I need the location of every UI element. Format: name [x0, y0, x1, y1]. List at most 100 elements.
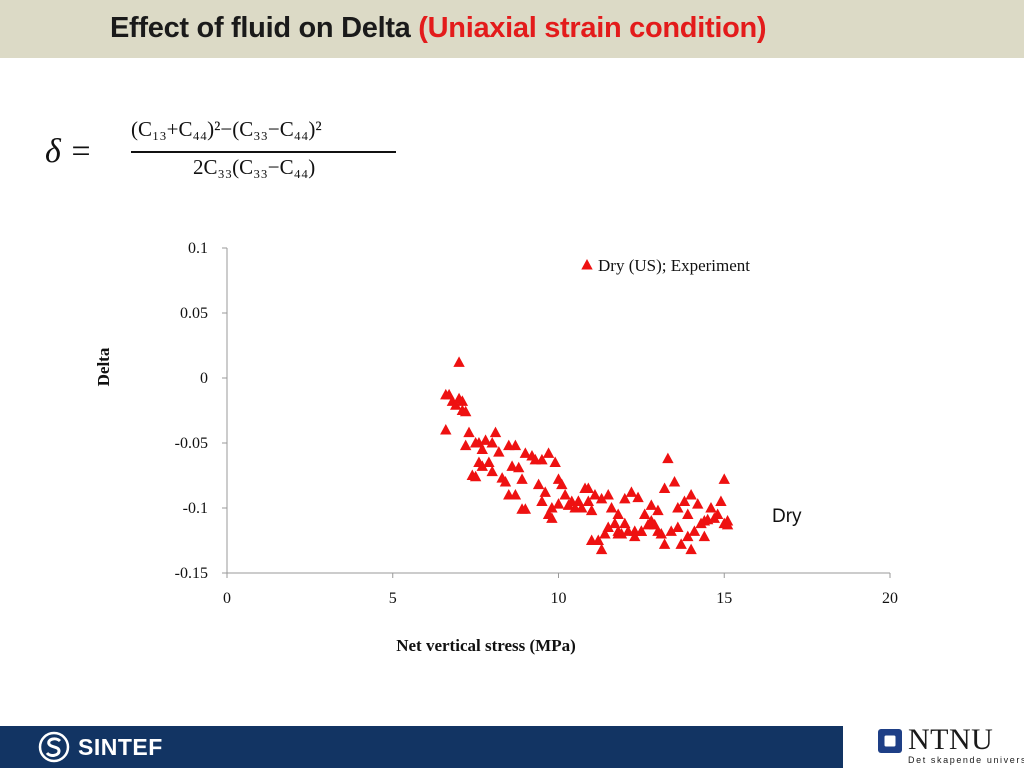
data-point — [668, 476, 681, 487]
y-tick-label: 0 — [200, 370, 208, 387]
data-point — [536, 453, 548, 465]
data-point — [559, 489, 571, 500]
chart-marks — [440, 356, 734, 555]
chart-axes: 0.1 0.05 0 -0.05 -0.1 -0.15 0 5 10 15 20 — [175, 240, 898, 607]
data-point — [476, 443, 488, 454]
data-point — [516, 473, 528, 484]
x-axis-title: Net vertical stress (MPa) — [396, 636, 576, 655]
data-point — [612, 508, 624, 519]
data-point — [549, 456, 561, 467]
data-point — [539, 486, 551, 497]
sintef-logo: SINTEF — [38, 731, 163, 763]
data-point — [662, 452, 674, 464]
data-point — [705, 502, 717, 513]
y-tick-label: 0.05 — [180, 305, 208, 322]
x-tick-label: 20 — [882, 590, 898, 607]
data-point — [602, 521, 614, 532]
data-point — [625, 486, 638, 497]
data-point — [645, 499, 658, 510]
y-tick-label: 0.1 — [188, 240, 208, 257]
data-point — [638, 508, 651, 519]
footer-bar — [0, 726, 843, 768]
data-point — [658, 538, 671, 549]
data-point — [665, 525, 677, 536]
data-point — [672, 502, 684, 513]
data-point — [459, 439, 472, 451]
x-tick-label: 10 — [551, 590, 567, 607]
data-point — [562, 499, 575, 510]
data-point — [609, 517, 621, 529]
data-point — [685, 489, 697, 500]
data-point — [456, 395, 469, 406]
y-tick-label: -0.15 — [175, 565, 208, 582]
formula-numerator: (C₁₃+C₄₄)²−(C₃₃−C₄₄)² — [131, 117, 322, 141]
sintef-logo-text: SINTEF — [78, 733, 163, 760]
data-point — [595, 492, 608, 504]
data-point — [721, 518, 734, 530]
data-point — [612, 525, 624, 536]
formula-fraction-bar — [131, 151, 396, 153]
data-point — [629, 530, 641, 542]
data-point — [698, 530, 711, 542]
formula-denominator: 2C₃₃(C₃₃−C₄₄) — [193, 155, 316, 179]
data-point — [469, 437, 482, 448]
chart-legend: Dry (US); Experiment — [581, 256, 750, 275]
data-point — [486, 465, 498, 477]
scatter-chart: 0.1 0.05 0 -0.05 -0.1 -0.15 0 5 10 15 20 Dry (US);… — [94, 240, 898, 655]
delta-formula: δ = (C₁₃+C₄₄)²−(C₃₃−C₄₄)² 2C₃₃(C₃₃−C₄₄) — [45, 115, 396, 190]
data-point — [463, 426, 475, 438]
data-point — [476, 460, 488, 471]
data-point — [688, 525, 701, 536]
data-point — [692, 498, 704, 509]
data-point — [589, 489, 601, 500]
data-point — [658, 482, 671, 493]
ntnu-logo-subtitle: Det skapende universitet — [908, 755, 1024, 765]
data-point — [682, 508, 694, 519]
data-point — [479, 434, 492, 445]
data-point — [519, 447, 532, 458]
data-point — [675, 538, 687, 549]
data-point — [622, 525, 634, 536]
slide-title-main: Effect of fluid on Delta — [110, 12, 411, 44]
data-point — [552, 498, 565, 509]
data-point — [542, 447, 555, 458]
x-tick-label: 0 — [223, 590, 231, 607]
data-point — [619, 492, 631, 504]
data-point — [585, 534, 598, 545]
data-point — [605, 502, 618, 513]
data-point — [715, 495, 727, 506]
data-point — [509, 489, 522, 500]
data-point — [718, 473, 730, 484]
data-point — [496, 472, 508, 483]
y-axis-title: Delta — [94, 347, 113, 386]
y-tick-label: -0.1 — [183, 500, 208, 517]
data-point — [695, 517, 707, 529]
data-point — [682, 530, 694, 542]
ntnu-mark-icon — [878, 729, 902, 753]
x-tick-label: 15 — [716, 590, 732, 607]
data-point — [506, 460, 518, 471]
legend-marker-triangle — [581, 259, 593, 270]
data-point — [493, 446, 505, 457]
data-point — [585, 504, 598, 516]
chart-annotation-dry: Dry — [772, 506, 802, 527]
data-point — [536, 495, 548, 506]
data-point — [672, 521, 684, 532]
ntnu-logo-text: NTNU — [908, 723, 994, 756]
data-point — [469, 470, 482, 482]
data-point — [652, 525, 664, 536]
data-point — [453, 356, 465, 367]
data-point — [556, 478, 568, 490]
data-point — [483, 456, 495, 467]
x-tick-label: 5 — [389, 590, 397, 607]
data-point — [572, 495, 585, 506]
data-point — [635, 525, 648, 536]
data-point — [450, 399, 462, 410]
data-point — [440, 424, 452, 435]
data-point — [595, 543, 608, 555]
sintef-mark-icon — [38, 731, 70, 763]
data-point — [632, 491, 644, 503]
data-point — [542, 508, 555, 519]
title-bar — [0, 0, 1024, 58]
data-point — [532, 478, 545, 490]
